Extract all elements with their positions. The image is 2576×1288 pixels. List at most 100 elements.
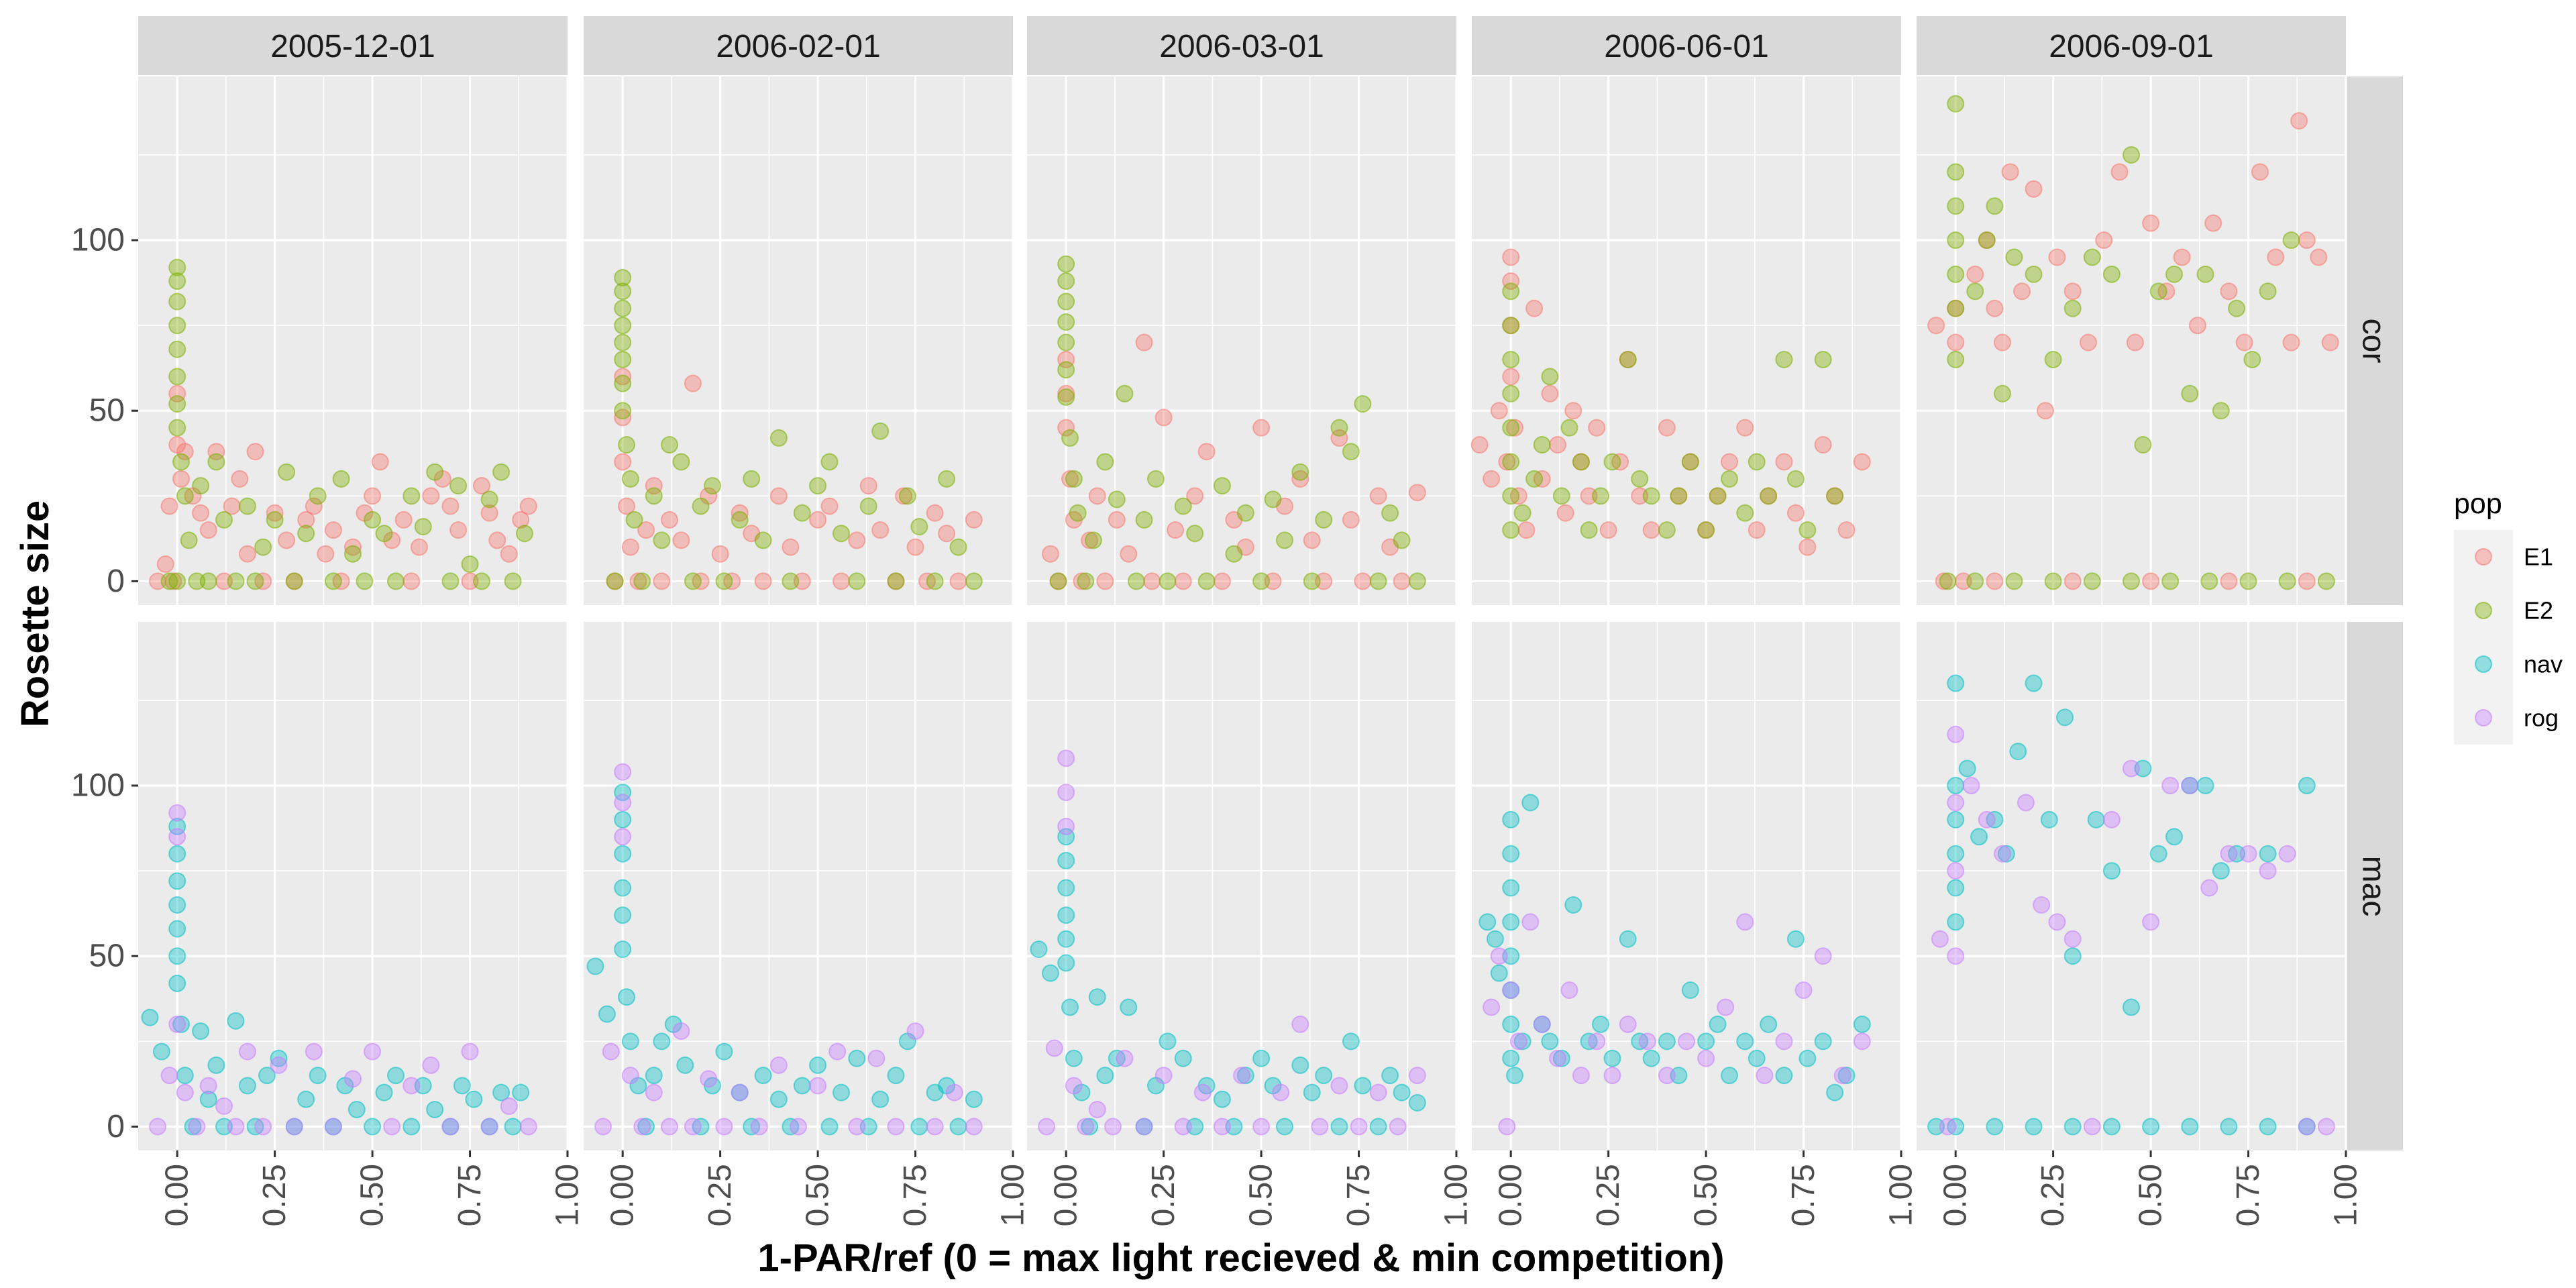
data-point-E2: [625, 511, 643, 529]
data-point-E2: [172, 453, 190, 471]
data-point-nav: [1502, 1049, 1520, 1067]
data-point-rog: [1498, 1118, 1516, 1136]
data-point-rog: [1213, 1118, 1231, 1136]
data-point-nav: [871, 1090, 890, 1108]
data-point-E1: [895, 487, 913, 505]
data-point-E1: [1081, 531, 1099, 549]
data-point-rog: [383, 1118, 401, 1136]
data-point-E1: [2321, 333, 2339, 352]
data-point-E2: [614, 402, 632, 420]
data-point-rog: [750, 1118, 768, 1136]
data-point-E2: [1541, 368, 1559, 386]
data-point-E2: [1966, 282, 1984, 301]
x-tick-label: 0.75: [898, 1164, 933, 1226]
data-point-E2: [1736, 504, 1754, 522]
column-strip-label: 2006-03-01: [1159, 29, 1324, 64]
data-point-nav: [1381, 1067, 1399, 1085]
data-point-E1: [833, 572, 850, 590]
data-point-E2: [207, 453, 225, 471]
column-strip: [1472, 16, 1901, 75]
data-point-E2: [769, 429, 788, 447]
data-point-rog: [1252, 1118, 1271, 1136]
facet-panel: [1917, 622, 2347, 1150]
data-point-E2: [1786, 470, 1805, 488]
data-point-rog: [1521, 913, 1540, 931]
data-point-nav: [1065, 1049, 1083, 1067]
data-point-E2: [1252, 572, 1271, 590]
data-point-E2: [426, 463, 444, 481]
data-point-nav: [754, 1067, 772, 1085]
data-point-rog: [614, 763, 632, 781]
y-tick-label: 0: [107, 564, 125, 599]
data-point-nav: [910, 1118, 928, 1136]
data-point-nav: [1057, 930, 1075, 948]
x-tick-label: 0.25: [1146, 1164, 1181, 1226]
data-point-nav: [1947, 674, 1965, 692]
data-point-nav: [1252, 1049, 1271, 1067]
data-point-E2: [2243, 350, 2261, 368]
data-point-rog: [176, 1083, 194, 1102]
data-point-E1: [1483, 470, 1501, 488]
data-point-nav: [621, 1032, 639, 1051]
x-tick-label: 1.00: [1884, 1164, 1919, 1226]
data-point-E2: [1236, 504, 1254, 522]
data-point-nav: [1096, 1067, 1114, 1085]
data-point-nav: [168, 896, 186, 914]
data-point-nav: [2009, 743, 2027, 761]
y-tick-label: 50: [89, 938, 125, 974]
data-point-nav: [848, 1049, 866, 1067]
facet-panel: [1472, 76, 1902, 605]
data-point-rog: [1057, 749, 1075, 767]
data-point-rog: [1045, 1039, 1063, 1057]
data-point-E2: [2165, 265, 2183, 283]
x-tick-label: 0.00: [1049, 1164, 1084, 1226]
data-point-E2: [168, 395, 186, 413]
data-point-E1: [618, 497, 635, 515]
data-point-E2: [1826, 487, 1844, 505]
x-tick-label: 0.50: [2133, 1164, 2169, 1226]
data-point-E1: [1549, 436, 1566, 454]
data-point-rog: [270, 1056, 288, 1074]
data-point-E2: [2005, 248, 2023, 266]
data-point-E2: [332, 470, 350, 488]
data-point-rog: [1311, 1118, 1329, 1136]
data-point-E1: [1303, 531, 1321, 549]
data-point-nav: [1947, 913, 1965, 931]
data-point-E2: [402, 487, 421, 505]
panel-background: [1027, 76, 1456, 605]
data-point-E1: [2048, 248, 2066, 266]
data-point-E1: [2290, 112, 2308, 130]
data-point-nav: [1213, 1090, 1231, 1108]
data-point-E2: [926, 572, 944, 590]
data-point-nav: [2040, 810, 2058, 828]
data-point-rog: [1533, 1015, 1551, 1033]
data-point-E2: [1642, 487, 1660, 505]
data-point-rog: [1174, 1118, 1192, 1136]
data-point-E1: [2142, 572, 2160, 590]
data-point-E2: [414, 518, 432, 536]
data-point-rog: [602, 1042, 620, 1061]
data-point-E2: [1127, 572, 1145, 590]
data-point-rog: [621, 1067, 639, 1085]
data-point-E2: [887, 572, 905, 590]
data-point-E2: [461, 555, 479, 573]
data-point-rog: [1502, 981, 1520, 1000]
data-point-E1: [754, 572, 772, 590]
data-point-rog: [1077, 1118, 1095, 1136]
data-point-rog: [1193, 1083, 1212, 1102]
data-point-E1: [1799, 538, 1817, 556]
data-point-E1: [731, 504, 749, 522]
data-point-E1: [2025, 180, 2043, 198]
data-point-E1: [1354, 572, 1372, 590]
y-axis-title: Rosette size: [13, 500, 57, 727]
data-point-rog: [1947, 862, 1965, 880]
data-point-nav: [207, 1056, 225, 1074]
data-point-E1: [519, 497, 537, 515]
data-point-E2: [1658, 521, 1676, 539]
data-point-E1: [2298, 231, 2316, 250]
data-point-rog: [790, 1118, 807, 1136]
data-point-E2: [324, 572, 342, 590]
data-point-nav: [1502, 913, 1520, 931]
data-point-E1: [164, 572, 182, 590]
